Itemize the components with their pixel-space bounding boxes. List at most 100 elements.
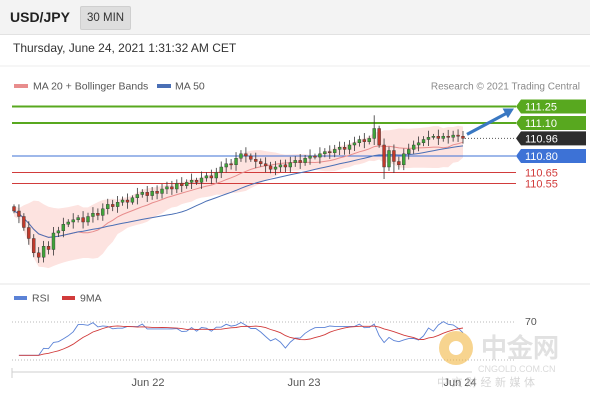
candle-body	[337, 146, 342, 150]
interval-button[interactable]: 30 MIN	[80, 6, 132, 30]
candle	[165, 181, 169, 195]
level-tag-label-110-80: 110.80	[525, 151, 558, 163]
watermark: 中金网 CNGOLD.COM.CN 中 文 财 经 新 媒 体	[437, 331, 559, 389]
candle	[431, 133, 436, 140]
candle	[411, 140, 416, 154]
candle-body	[298, 160, 302, 163]
candle-body	[288, 162, 292, 168]
candle	[140, 189, 144, 198]
candle-body	[407, 149, 411, 154]
candle	[150, 186, 154, 200]
candle	[175, 179, 179, 194]
candle-body	[431, 135, 436, 138]
candle-body	[36, 252, 41, 258]
candle	[204, 172, 209, 182]
candle-body	[372, 128, 376, 139]
candle	[111, 199, 115, 212]
candle	[313, 153, 317, 160]
candle	[71, 213, 75, 229]
candle-body	[234, 157, 238, 165]
candle-body	[333, 149, 337, 153]
candle-body	[263, 163, 268, 167]
candle-body	[328, 151, 332, 154]
candle	[180, 177, 184, 193]
candle	[441, 132, 445, 142]
candle-body	[254, 159, 258, 162]
candle-body	[308, 155, 312, 159]
candle-body	[461, 135, 465, 139]
watermark-domain: CNGOLD.COM.CN	[478, 364, 556, 374]
level-label-110-65: 110.65	[525, 168, 558, 180]
candle	[416, 136, 421, 152]
candle-body	[421, 139, 426, 143]
candle-body	[387, 150, 391, 168]
candle	[244, 147, 248, 163]
candle	[323, 148, 327, 158]
candle-body	[61, 223, 66, 231]
ma20-line	[13, 141, 464, 238]
candle	[51, 227, 56, 256]
candle-body	[51, 232, 56, 250]
candle	[209, 169, 214, 185]
candle-body	[145, 192, 149, 196]
candle-body	[22, 216, 26, 228]
candle	[41, 240, 46, 263]
candle	[352, 136, 357, 152]
candle-body	[170, 186, 174, 190]
candle-body	[293, 160, 297, 163]
candle	[219, 161, 223, 179]
rsi-line	[18, 321, 464, 356]
candle-body	[283, 164, 288, 168]
candle	[377, 125, 381, 148]
watermark-slogan: 中 文 财 经 新 媒 体	[437, 375, 535, 389]
candle	[263, 157, 268, 173]
ma50-legend-swatch	[157, 84, 171, 88]
candle	[283, 159, 288, 173]
candle	[333, 144, 337, 158]
candle	[194, 177, 199, 185]
candle	[249, 153, 253, 162]
level-tag-110-96	[516, 131, 586, 146]
candle	[66, 219, 70, 228]
candle	[56, 226, 61, 237]
candle-body	[347, 144, 352, 150]
candle-body	[46, 245, 51, 250]
rsi-legend-label: RSI	[32, 293, 50, 305]
candle	[397, 156, 401, 170]
projection-arrow	[466, 108, 514, 136]
candle	[170, 180, 174, 195]
chart-datetime: Thursday, June 24, 2021 1:31:32 AM CET	[13, 41, 237, 55]
rsi-lines	[18, 321, 464, 356]
rsi-ma-legend-label: 9MA	[80, 293, 102, 305]
candle-body	[66, 221, 70, 225]
ma20-legend-swatch	[14, 84, 28, 88]
candle	[298, 154, 302, 169]
rsi-level-70-label: 70	[525, 316, 537, 328]
candle-body	[204, 175, 209, 179]
candle	[392, 144, 396, 174]
candle	[130, 195, 135, 205]
symbol-title: USD/JPY	[10, 9, 70, 25]
candle	[402, 148, 406, 171]
x-tick-label-2: Jun 24	[443, 377, 476, 389]
candle	[76, 214, 80, 223]
candle	[451, 130, 455, 142]
candle-body	[130, 197, 135, 203]
candle	[337, 141, 342, 156]
candle	[347, 140, 352, 155]
candle-body	[86, 216, 90, 223]
candle-body	[12, 206, 16, 212]
watermark-logo-text: 中金网	[481, 333, 559, 364]
candle-body	[244, 153, 248, 157]
top-bar: USD/JPY 30 MIN	[0, 0, 590, 35]
candle	[318, 147, 322, 164]
candle	[96, 208, 100, 221]
candle-body	[367, 138, 371, 142]
candle-body	[436, 135, 441, 139]
candle-body	[323, 151, 327, 155]
candle	[362, 133, 366, 149]
candle-body	[268, 165, 273, 170]
candle	[101, 203, 105, 221]
candle	[160, 183, 164, 199]
